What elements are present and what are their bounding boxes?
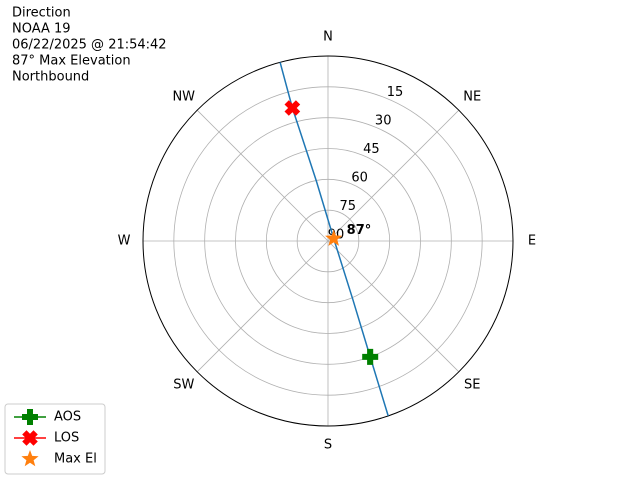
theta-tick-label: N [323, 30, 333, 45]
theta-tick-label: W [118, 234, 131, 249]
annotation: 87° [347, 223, 372, 238]
theta-tick-label: SW [173, 378, 194, 393]
r-tick-label: 75 [340, 199, 357, 214]
legend-marker [22, 430, 38, 446]
legend-label: LOS [54, 431, 79, 446]
legend: AOS LOS Max El [4, 403, 106, 475]
r-tick-label: 30 [375, 114, 392, 129]
legend-label: AOS [54, 410, 81, 425]
grid-spoke [327, 109, 460, 242]
theta-tick-label: SE [464, 378, 480, 393]
grid-spoke [196, 240, 329, 373]
marker-plus [362, 348, 379, 365]
polar-frame [142, 55, 514, 427]
marker-x [284, 100, 301, 116]
title-line: Direction [12, 6, 71, 21]
r-tick-label: 15 [387, 85, 404, 100]
legend-label: Max El [54, 452, 97, 467]
title-line: Northbound [12, 70, 89, 85]
title-line: 87° Max Elevation [12, 54, 131, 69]
r-tick-label: 45 [363, 142, 380, 157]
theta-tick-label: S [324, 438, 332, 453]
theta-tick-label: NW [172, 89, 195, 104]
grid-spoke [196, 109, 329, 242]
title-line: NOAA 19 [12, 22, 71, 37]
legend-marker [21, 450, 39, 467]
r-tick-label: 60 [351, 171, 368, 186]
theta-tick-label: NE [463, 89, 481, 104]
theta-tick-label: E [528, 234, 536, 249]
grid-spoke [327, 240, 460, 373]
title-line: 06/22/2025 @ 21:54:42 [12, 38, 167, 53]
marker-star [325, 229, 343, 246]
legend-marker [22, 409, 38, 425]
